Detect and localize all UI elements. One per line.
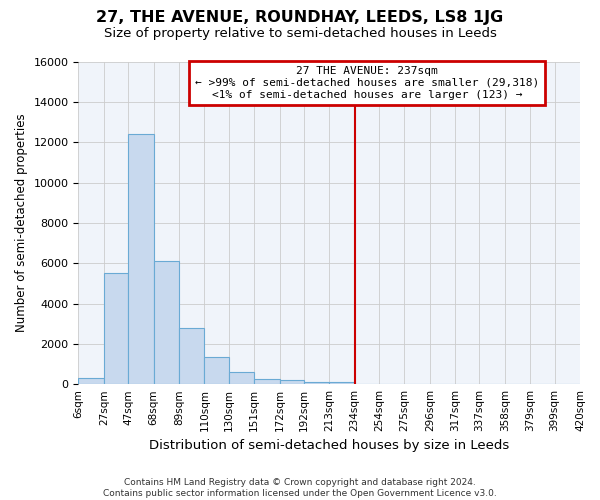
Text: Size of property relative to semi-detached houses in Leeds: Size of property relative to semi-detach…: [104, 28, 496, 40]
Bar: [104, 274, 128, 384]
Bar: [128, 134, 154, 384]
Bar: [205, 357, 229, 384]
Bar: [304, 382, 329, 384]
Bar: [229, 372, 254, 384]
Bar: [254, 379, 280, 384]
X-axis label: Distribution of semi-detached houses by size in Leeds: Distribution of semi-detached houses by …: [149, 440, 509, 452]
Text: 27, THE AVENUE, ROUNDHAY, LEEDS, LS8 1JG: 27, THE AVENUE, ROUNDHAY, LEEDS, LS8 1JG: [97, 10, 503, 25]
Bar: [154, 261, 179, 384]
Text: 27 THE AVENUE: 237sqm
← >99% of semi-detached houses are smaller (29,318)
<1% of: 27 THE AVENUE: 237sqm ← >99% of semi-det…: [194, 66, 539, 100]
Bar: [79, 378, 104, 384]
Text: Contains HM Land Registry data © Crown copyright and database right 2024.
Contai: Contains HM Land Registry data © Crown c…: [103, 478, 497, 498]
Bar: [280, 380, 304, 384]
Bar: [179, 328, 205, 384]
Y-axis label: Number of semi-detached properties: Number of semi-detached properties: [15, 114, 28, 332]
Bar: [329, 382, 355, 384]
